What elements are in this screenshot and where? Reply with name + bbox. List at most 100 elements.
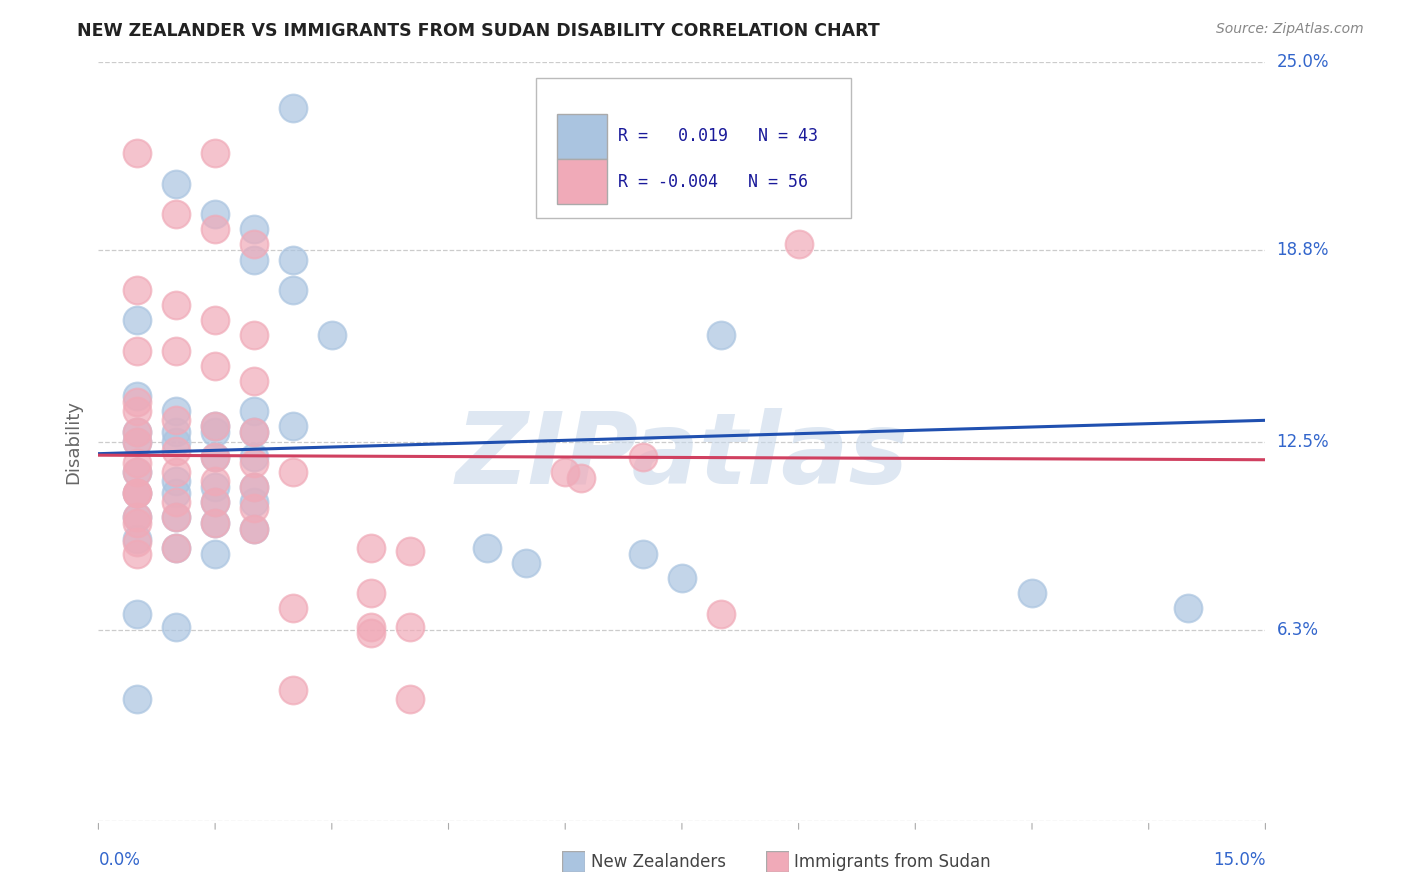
Text: NEW ZEALANDER VS IMMIGRANTS FROM SUDAN DISABILITY CORRELATION CHART: NEW ZEALANDER VS IMMIGRANTS FROM SUDAN D… [77,22,880,40]
Point [204,419,226,434]
Text: 0.0%: 0.0% [98,851,141,869]
Point [127,425,149,440]
Point [127,516,149,531]
Point [204,359,226,373]
Point [321,328,343,343]
Point [398,692,420,706]
Point [671,571,693,585]
Point [127,486,149,500]
Point [165,510,187,524]
Point [127,486,149,500]
Text: 15.0%: 15.0% [1213,851,1265,869]
Point [710,328,733,343]
Point [165,486,187,500]
Point [127,607,149,622]
Point [243,480,266,494]
Point [243,523,266,537]
Point [127,510,149,524]
Point [127,425,149,440]
Point [165,434,187,449]
Point [1021,586,1043,600]
Point [204,207,226,221]
Point [243,480,266,494]
Point [204,474,226,488]
Point [127,692,149,706]
Text: Source: ZipAtlas.com: Source: ZipAtlas.com [1216,22,1364,37]
Point [127,547,149,561]
Point [360,625,382,640]
Text: 12.5%: 12.5% [1277,433,1329,450]
Point [127,389,149,403]
FancyBboxPatch shape [557,114,606,159]
Point [243,252,266,267]
Point [243,456,266,470]
Point [281,101,304,115]
Point [165,425,187,440]
Point [360,586,382,600]
Point [165,177,187,191]
Point [281,252,304,267]
Point [477,541,499,555]
Point [127,146,149,161]
Point [127,486,149,500]
Text: 6.3%: 6.3% [1277,621,1319,639]
Point [165,495,187,509]
Point [281,465,304,479]
Point [165,404,187,418]
Text: New Zealanders: New Zealanders [591,853,725,871]
Point [243,374,266,388]
Point [398,543,420,558]
Point [204,419,226,434]
Point [165,413,187,427]
Point [165,541,187,555]
Point [1177,601,1199,615]
Text: ZIPatlas: ZIPatlas [456,409,908,505]
Point [127,404,149,418]
Point [204,495,226,509]
Point [165,541,187,555]
Point [127,343,149,358]
Point [127,283,149,297]
Point [243,501,266,516]
Point [127,434,149,449]
Point [204,425,226,440]
Point [165,443,187,458]
Point [204,313,226,327]
Text: 25.0%: 25.0% [1277,54,1329,71]
Point [127,313,149,327]
Point [243,222,266,236]
Point [204,495,226,509]
Point [204,450,226,464]
Point [127,434,149,449]
Point [165,619,187,633]
Point [281,283,304,297]
Point [204,516,226,531]
Point [631,450,654,464]
Point [204,480,226,494]
Point [204,547,226,561]
Point [281,683,304,698]
Point [631,547,654,561]
Point [243,237,266,252]
Point [554,465,576,479]
FancyBboxPatch shape [557,160,606,204]
Text: R = -0.004   N = 56: R = -0.004 N = 56 [619,173,808,191]
Y-axis label: Disability: Disability [65,400,83,483]
Point [204,516,226,531]
Point [360,619,382,633]
Point [204,146,226,161]
Point [204,222,226,236]
Point [243,404,266,418]
Point [281,419,304,434]
Text: 18.8%: 18.8% [1277,242,1329,260]
Point [204,450,226,464]
Text: Immigrants from Sudan: Immigrants from Sudan [794,853,991,871]
Point [165,510,187,524]
Point [127,534,149,549]
Point [165,465,187,479]
Point [127,532,149,546]
Point [243,495,266,509]
Point [165,343,187,358]
Point [127,395,149,409]
Point [243,425,266,440]
